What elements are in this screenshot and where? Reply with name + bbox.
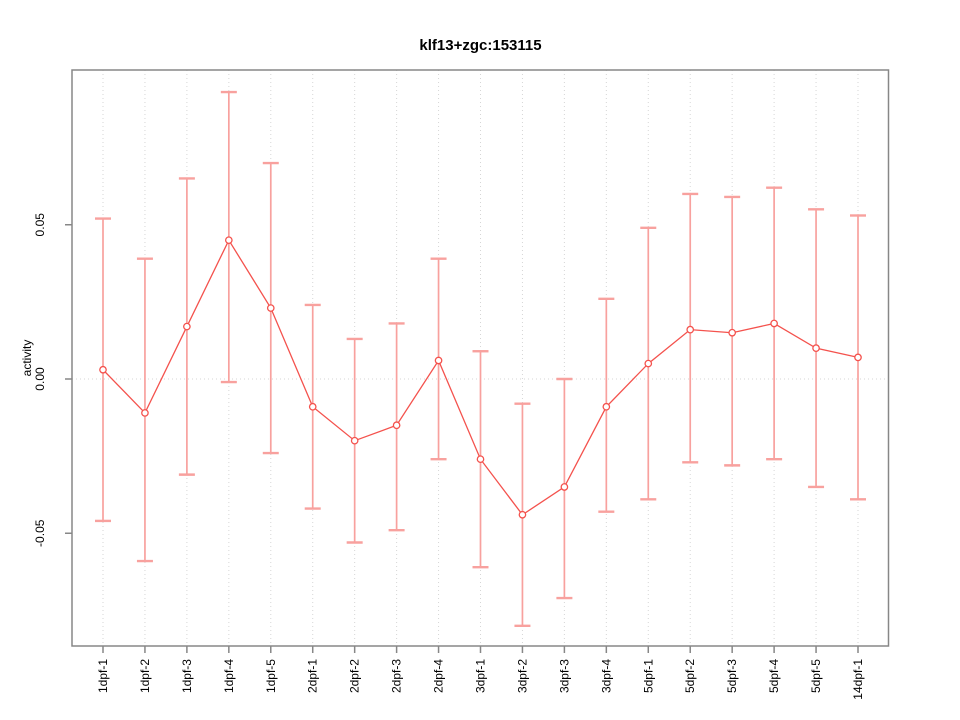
x-tick-label: 3dpf-3 [557,659,571,693]
data-point [812,344,820,352]
x-tick-label: 1dpf-1 [96,659,110,693]
x-tick-label: 1dpf-5 [264,659,278,693]
x-tick-label: 3dpf-2 [515,659,529,693]
data-point [560,483,569,491]
data-point [518,510,527,519]
chart-title: klf13+zgc:153115 [419,37,542,54]
data-point [602,402,611,411]
data-point [99,365,107,374]
data-point [854,353,862,362]
x-tick-label: 2dpf-1 [306,659,320,693]
y-tick-label: 0.00 [33,367,47,391]
data-point [141,409,149,417]
x-tick-label: 1dpf-3 [180,659,194,693]
data-point [392,421,401,430]
x-tick-label: 5dpf-5 [809,659,823,693]
x-tick-label: 5dpf-3 [725,659,739,693]
x-tick-label: 2dpf-4 [432,659,446,693]
data-point [644,359,653,368]
x-tick-label: 1dpf-2 [138,659,152,693]
x-tick-label: 3dpf-4 [599,659,613,693]
x-tick-label: 14dpf-1 [851,659,865,700]
data-point [476,455,485,464]
data-point [266,304,275,312]
data-point [686,325,695,334]
data-point [770,319,778,328]
x-tick-label: 5dpf-4 [767,659,781,693]
x-tick-label: 2dpf-3 [390,659,404,693]
y-tick-label: 0.05 [33,213,47,237]
data-point [434,356,443,365]
x-tick-label: 5dpf-1 [641,659,655,693]
data-point [224,236,233,245]
x-tick-label: 5dpf-2 [683,659,697,693]
data-point [308,402,317,411]
data-point [350,436,359,445]
x-tick-label: 1dpf-4 [222,659,236,693]
y-tick-label: -0.05 [33,519,47,547]
x-tick-label: 3dpf-1 [474,659,488,693]
data-point [728,328,737,337]
data-point [183,322,191,331]
x-tick-label: 2dpf-2 [348,659,362,693]
